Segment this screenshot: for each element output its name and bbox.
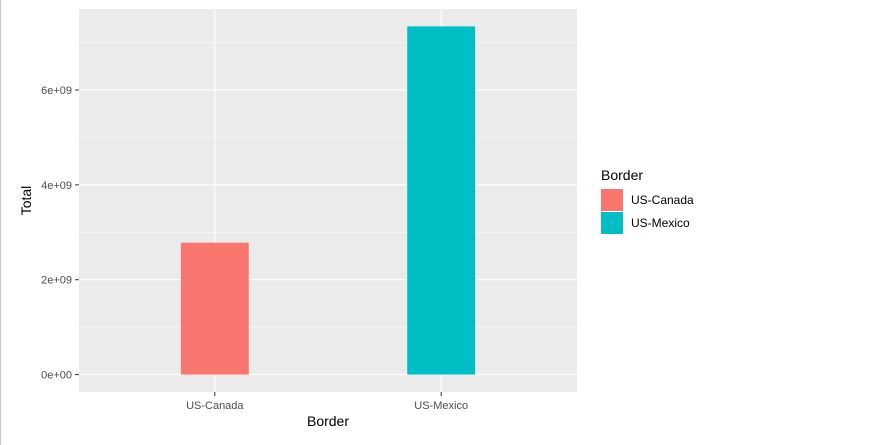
y-tick-label: 4e+09 <box>41 180 72 192</box>
window-left-edge <box>0 0 1 445</box>
y-tick-label: 2e+09 <box>41 275 72 287</box>
legend-label: US-Mexico <box>631 216 690 230</box>
bar-us-canada <box>180 242 249 375</box>
x-tick-label: US-Canada <box>186 400 244 412</box>
legend-key-us-mexico <box>601 212 623 234</box>
x-axis-title: Border <box>307 413 349 429</box>
y-tick-label: 0e+00 <box>41 370 72 382</box>
y-axis-title: Total <box>18 186 34 216</box>
legend-entries: US-Canada US-Mexico <box>601 189 694 234</box>
x-tick-label: US-Mexico <box>414 400 468 412</box>
minor-gridlines <box>79 42 577 328</box>
y-axis: 0e+00 2e+09 4e+09 6e+09 <box>41 85 79 382</box>
x-axis: US-Canada US-Mexico <box>186 392 468 412</box>
bars <box>180 26 476 375</box>
legend-label: US-Canada <box>631 193 694 207</box>
y-tick-label: 6e+09 <box>41 85 72 97</box>
legend: Border US-Canada US-Mexico <box>601 167 694 234</box>
legend-title: Border <box>601 167 643 183</box>
legend-key-us-canada <box>601 189 623 211</box>
plot-panel <box>79 9 577 392</box>
bar-us-mexico <box>407 26 476 375</box>
